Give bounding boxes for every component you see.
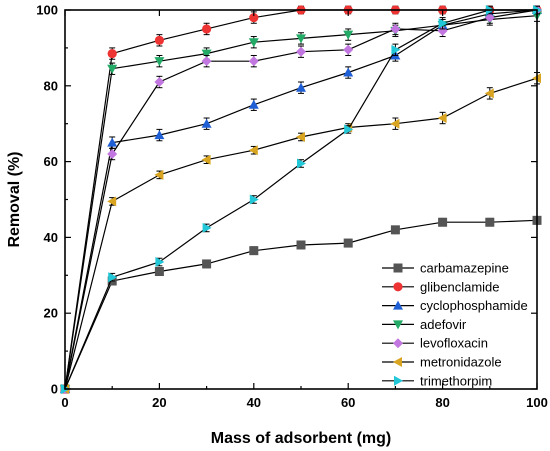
y-tick-label: 20 bbox=[44, 306, 58, 321]
data-point bbox=[437, 113, 447, 124]
data-point bbox=[438, 18, 448, 29]
data-point bbox=[201, 49, 212, 59]
data-point bbox=[296, 240, 306, 250]
series-levofloxacin bbox=[60, 5, 542, 394]
data-point bbox=[296, 34, 306, 44]
data-point bbox=[484, 88, 494, 99]
data-point bbox=[155, 257, 165, 268]
y-tick-label: 60 bbox=[44, 154, 58, 169]
data-point bbox=[154, 267, 164, 277]
data-point bbox=[343, 238, 353, 248]
y-axis-title: Removal (%) bbox=[6, 151, 23, 247]
legend-item-levofloxacin: levofloxacin bbox=[382, 336, 488, 351]
data-point bbox=[249, 246, 259, 256]
data-point bbox=[202, 259, 212, 269]
legend-marker bbox=[393, 357, 402, 367]
data-point bbox=[107, 64, 118, 74]
data-point bbox=[107, 196, 117, 207]
data-point bbox=[154, 57, 165, 67]
legend-label: trimethorpim bbox=[420, 373, 492, 388]
data-point bbox=[343, 30, 354, 40]
data-point bbox=[154, 169, 164, 180]
data-point bbox=[391, 44, 401, 55]
legend-marker bbox=[393, 263, 403, 273]
data-point bbox=[249, 12, 259, 23]
data-point bbox=[154, 77, 165, 88]
x-tick-label: 60 bbox=[341, 395, 355, 410]
legend-item-metronidazole: metronidazole bbox=[382, 355, 502, 370]
legend-item-cyclophosphamide: cyclophosphamide bbox=[382, 298, 528, 313]
legend-marker bbox=[393, 320, 403, 330]
data-point bbox=[248, 99, 259, 109]
data-point bbox=[344, 124, 354, 135]
x-tick-label: 40 bbox=[247, 395, 261, 410]
legend-label: glibenclamide bbox=[420, 279, 500, 294]
data-point bbox=[107, 137, 118, 147]
data-point bbox=[297, 158, 306, 169]
data-point bbox=[248, 38, 259, 48]
legend-marker bbox=[393, 300, 403, 310]
x-tick-label: 100 bbox=[526, 395, 548, 410]
plot-frame bbox=[64, 9, 538, 390]
data-point bbox=[248, 145, 258, 156]
data-point bbox=[201, 154, 211, 165]
legend-label: cyclophosphamide bbox=[420, 298, 528, 313]
legend-item-trimethorpim: trimethorpim bbox=[382, 373, 492, 388]
legend-label: carbamazepine bbox=[420, 261, 509, 276]
data-point bbox=[484, 12, 495, 23]
data-point bbox=[390, 118, 400, 129]
data-point bbox=[343, 44, 354, 55]
data-point bbox=[154, 35, 164, 45]
data-point bbox=[107, 149, 118, 160]
series-line-levofloxacin bbox=[64, 9, 538, 390]
legend-label: levofloxacin bbox=[420, 336, 488, 351]
axes: 0 20 40 60 80 100 0 20 40 60 80 100 bbox=[36, 3, 548, 411]
data-point bbox=[202, 222, 212, 233]
data-point bbox=[296, 46, 306, 57]
series-line-cyclophosphamide bbox=[64, 9, 538, 390]
legend-item-adefovir: adefovir bbox=[382, 317, 467, 332]
data-point bbox=[201, 56, 212, 67]
data-point bbox=[249, 194, 259, 205]
y-tick-label: 0 bbox=[51, 382, 58, 397]
x-tick-label: 0 bbox=[61, 395, 68, 410]
legend-label: metronidazole bbox=[420, 355, 502, 370]
data-point bbox=[390, 23, 401, 34]
legend-item-carbamazepine: carbamazepine bbox=[382, 261, 509, 276]
data-point bbox=[107, 48, 117, 59]
data-point bbox=[343, 67, 354, 77]
series-line-glibenclamide bbox=[64, 9, 537, 390]
y-tick-label: 80 bbox=[44, 78, 58, 93]
legend-marker bbox=[393, 338, 403, 349]
legend-label: adefovir bbox=[420, 317, 467, 332]
legend-item-glibenclamide: glibenclamide bbox=[382, 279, 500, 294]
y-tick-label: 100 bbox=[36, 3, 58, 18]
data-point bbox=[201, 118, 212, 128]
x-tick-label: 80 bbox=[435, 395, 449, 410]
legend-marker bbox=[393, 282, 403, 292]
data-point bbox=[437, 25, 448, 36]
legend: carbamazepine glibenclamide cyclophosphami… bbox=[382, 261, 528, 388]
data-point bbox=[296, 131, 305, 142]
data-point bbox=[438, 217, 448, 227]
legend-marker bbox=[394, 375, 403, 386]
data-point bbox=[154, 130, 165, 140]
x-axis-title: Mass of adsorbent (mg) bbox=[211, 430, 391, 447]
data-point bbox=[202, 24, 212, 34]
series-line-adefovir bbox=[64, 15, 538, 390]
data-point bbox=[485, 217, 495, 227]
series-line-trimethorpim bbox=[64, 9, 537, 390]
data-point bbox=[108, 272, 118, 283]
data-point bbox=[390, 225, 400, 235]
data-point bbox=[248, 56, 259, 67]
data-point bbox=[296, 82, 306, 92]
x-tick-label: 20 bbox=[152, 395, 166, 410]
y-tick-label: 40 bbox=[44, 230, 58, 245]
